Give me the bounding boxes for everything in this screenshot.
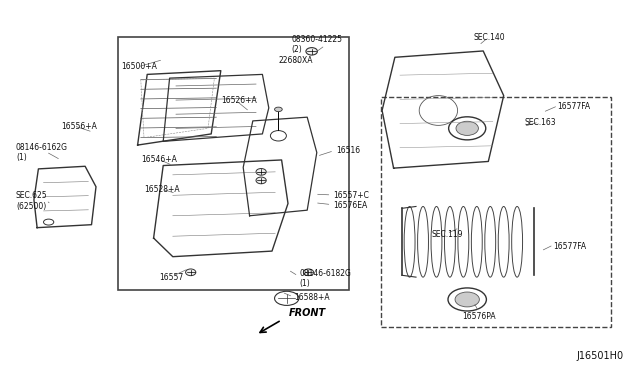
Ellipse shape — [275, 107, 282, 112]
Text: 16576PA: 16576PA — [462, 312, 495, 321]
Ellipse shape — [186, 269, 196, 276]
Bar — [381, 97, 611, 327]
Text: J16501H0: J16501H0 — [577, 351, 624, 361]
Ellipse shape — [306, 48, 317, 55]
Text: 16557: 16557 — [159, 273, 183, 282]
Ellipse shape — [455, 292, 479, 307]
Ellipse shape — [256, 177, 266, 184]
Text: 16577FA: 16577FA — [557, 102, 590, 110]
Text: 16516: 16516 — [336, 146, 360, 155]
Text: 16576EA: 16576EA — [333, 201, 367, 210]
Text: 16528+A: 16528+A — [144, 185, 180, 194]
Text: 08146-6162G
(1): 08146-6162G (1) — [16, 143, 68, 162]
Ellipse shape — [456, 121, 479, 135]
Text: SEC.625
(62500): SEC.625 (62500) — [16, 191, 47, 211]
Text: FRONT: FRONT — [289, 308, 326, 318]
Ellipse shape — [256, 169, 266, 175]
Text: 16526+A: 16526+A — [221, 96, 257, 105]
Text: 08360-41225
(2): 08360-41225 (2) — [291, 35, 342, 54]
Text: 16546+A: 16546+A — [141, 155, 177, 164]
Text: SEC.119: SEC.119 — [432, 230, 463, 239]
Text: 16556+A: 16556+A — [61, 122, 97, 131]
Text: 16577FA: 16577FA — [554, 242, 587, 251]
Ellipse shape — [303, 269, 314, 276]
Text: 08146-6182G
(1): 08146-6182G (1) — [300, 269, 351, 288]
Text: 16588+A: 16588+A — [294, 293, 330, 302]
Text: SEC.140: SEC.140 — [474, 33, 505, 42]
Text: SEC.163: SEC.163 — [525, 118, 556, 127]
Text: 16557+C: 16557+C — [333, 191, 369, 200]
Text: 16500+A: 16500+A — [122, 62, 157, 71]
Bar — [118, 37, 349, 290]
Text: 22680XA: 22680XA — [278, 56, 313, 65]
